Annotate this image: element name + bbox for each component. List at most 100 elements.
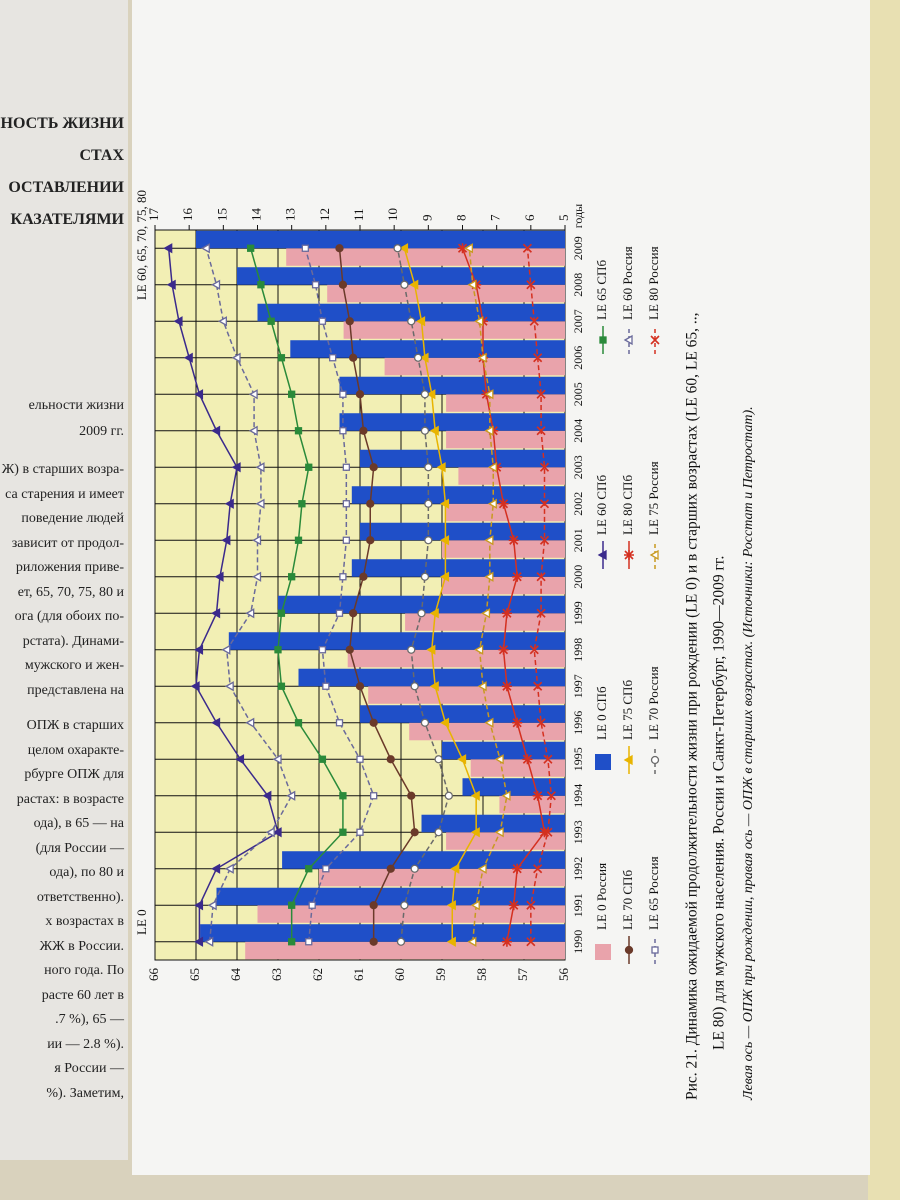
marker — [356, 755, 364, 763]
text-line: %). Заметим, — [46, 1085, 124, 1101]
marker — [470, 827, 480, 838]
marker — [288, 938, 296, 946]
marker — [190, 681, 200, 692]
marker — [436, 462, 446, 473]
x-tick-label: 1995 — [571, 747, 585, 771]
text-line: поведение людей — [21, 511, 124, 526]
legend-label: LE 75 Россия — [646, 461, 661, 535]
marker — [526, 280, 536, 290]
marker — [298, 500, 306, 508]
caption: Рис. 21. Динамика ожидаемой продолжитель… — [684, 312, 701, 1100]
y-tick-label: 58 — [474, 968, 489, 981]
marker — [536, 608, 546, 618]
line — [249, 248, 344, 942]
marker — [508, 900, 519, 911]
text-line: ного года. По — [44, 963, 124, 978]
x-tick-label: 1998 — [571, 638, 585, 662]
marker — [369, 718, 378, 727]
text-line: Ж) в старших возра- — [1, 462, 124, 477]
marker — [420, 572, 430, 581]
line — [167, 248, 279, 942]
legend-label: LE 60 Россия — [620, 246, 635, 320]
marker — [407, 791, 416, 800]
marker — [339, 573, 347, 581]
x-tick-label: 1994 — [571, 784, 585, 808]
bar — [290, 340, 565, 358]
text-line: ода), в 65 — на — [33, 816, 124, 831]
marker — [166, 279, 176, 290]
marker — [522, 243, 532, 253]
bar — [470, 759, 565, 777]
text-line: ОПЖ в старших — [26, 718, 124, 733]
marker — [474, 644, 484, 655]
y2-tick-label: 9 — [419, 215, 434, 222]
marker — [318, 755, 327, 763]
legend-swatch — [595, 944, 611, 960]
bar — [458, 467, 565, 485]
x-tick-label: 2003 — [571, 455, 585, 479]
y-tick-label: 60 — [392, 968, 407, 981]
y2-tick-label: 13 — [283, 208, 298, 221]
marker — [533, 681, 543, 691]
text-line: рбурге ОПЖ для — [24, 767, 124, 782]
legend-label: LE 80 СПб — [620, 475, 635, 535]
x-tick-label: 2009 — [571, 236, 585, 260]
marker — [369, 901, 378, 910]
marker — [257, 281, 265, 289]
marker — [207, 900, 217, 911]
marker — [494, 827, 504, 838]
text-line: .7 %), 65 — — [55, 1012, 124, 1027]
x-tick-label: 1999 — [571, 601, 585, 625]
marker — [231, 462, 241, 473]
marker — [416, 316, 426, 327]
marker — [429, 425, 439, 436]
marker — [355, 390, 365, 399]
y2-tick-label: 17 — [146, 208, 161, 222]
bar — [360, 449, 565, 468]
x-tick-label: 2001 — [571, 528, 585, 552]
legend-marker — [651, 946, 659, 954]
marker — [546, 791, 556, 801]
text-line: зависит от продол- — [11, 535, 124, 551]
marker — [342, 500, 350, 508]
legend-label: LE 65 Россия — [646, 856, 661, 930]
marker — [440, 571, 450, 582]
marker — [248, 389, 258, 400]
marker — [536, 389, 546, 399]
marker — [396, 937, 406, 946]
marker — [214, 571, 224, 582]
marker — [512, 571, 523, 582]
marker — [338, 280, 348, 289]
marker — [400, 280, 409, 289]
marker — [526, 937, 536, 947]
text-line: х возрастах в — [45, 914, 124, 929]
x-tick-label: 1991 — [571, 893, 585, 917]
y-tick-label: 59 — [433, 968, 448, 981]
marker — [322, 865, 330, 873]
marker — [440, 498, 450, 509]
marker — [477, 681, 487, 692]
bar — [319, 868, 565, 887]
bar — [360, 522, 565, 541]
marker — [218, 316, 227, 327]
marker — [413, 353, 423, 362]
text-line: ельности жизни — [28, 398, 124, 413]
marker — [498, 498, 509, 509]
marker — [407, 317, 416, 326]
marker — [424, 499, 433, 508]
marker — [342, 463, 350, 471]
y-axis-title: LE 0 — [134, 909, 149, 935]
marker — [288, 390, 296, 398]
y-tick-label: 56 — [556, 968, 571, 982]
y-tick-label: 65 — [187, 968, 202, 981]
y-tick-label: 62 — [310, 968, 325, 981]
marker — [539, 499, 550, 509]
line — [396, 248, 450, 942]
marker — [426, 389, 436, 400]
legend-marker — [650, 755, 660, 765]
marker — [434, 755, 443, 764]
marker — [194, 389, 204, 400]
bar — [216, 887, 565, 906]
line — [468, 248, 508, 942]
